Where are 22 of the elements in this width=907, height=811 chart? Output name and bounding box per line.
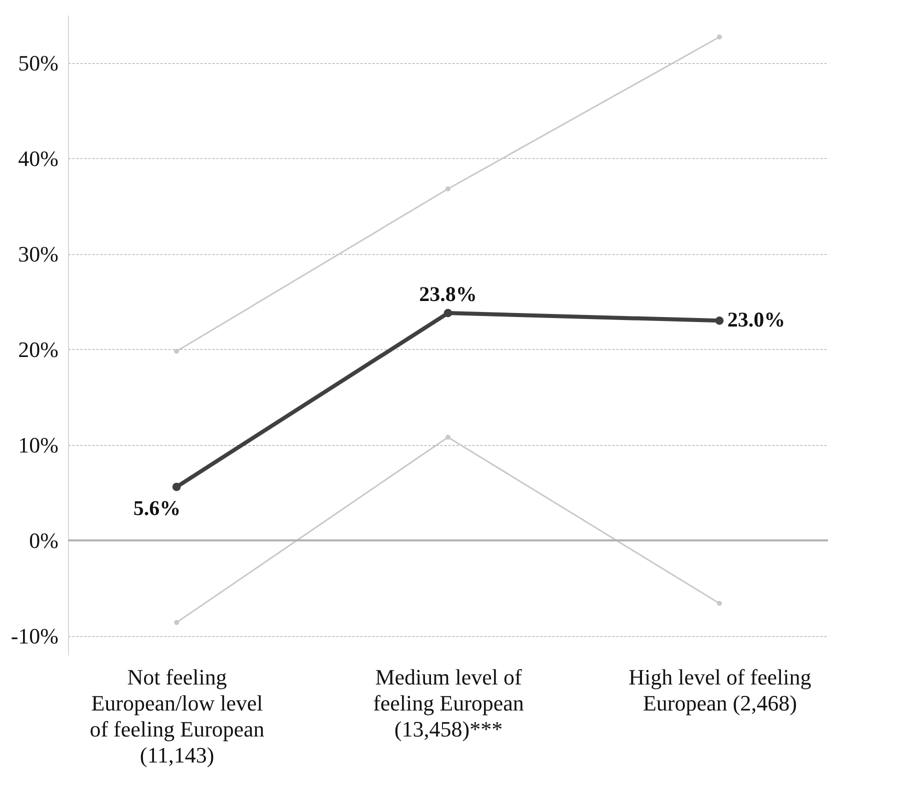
data-label: 23.0%: [727, 308, 786, 332]
y-tick-label: 10%: [18, 432, 58, 458]
y-tick-label: 20%: [18, 336, 58, 362]
point: [172, 482, 181, 492]
point: [716, 34, 722, 40]
point: [444, 308, 452, 318]
y-tick-label: 40%: [18, 146, 58, 171]
y-tick-label: -10%: [10, 623, 58, 648]
point: [715, 316, 724, 325]
point: [446, 434, 450, 440]
x-tick-label: Not feeling European/low level of feeling European (11,143): [90, 664, 264, 768]
data-label: 23.8%: [419, 282, 477, 306]
x-tick-label: High level of feeling European (2,468): [628, 664, 812, 716]
data-label: 5.6%: [133, 496, 181, 520]
x-tick-label: Medium level of feeling European (13,458)***: [373, 664, 524, 742]
point: [716, 600, 722, 606]
y-tick-label: 0%: [29, 528, 58, 553]
point: [446, 186, 450, 192]
y-tick-label: 30%: [18, 241, 58, 266]
y-tick-label: 50%: [18, 50, 58, 76]
point: [174, 348, 180, 354]
point: [174, 620, 180, 626]
